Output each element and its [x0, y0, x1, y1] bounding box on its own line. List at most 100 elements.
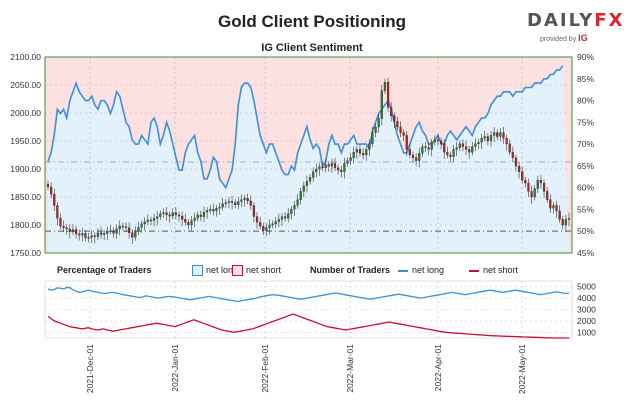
candle	[71, 223, 75, 236]
candle	[430, 138, 433, 157]
candle	[249, 195, 252, 210]
candle	[156, 211, 159, 225]
candle	[206, 207, 209, 219]
candle	[90, 230, 93, 243]
candle	[449, 151, 452, 162]
legend-num-short-swatch	[469, 270, 479, 272]
candle	[399, 121, 402, 138]
candle	[315, 163, 318, 178]
candle-body	[449, 154, 452, 157]
candle-body	[128, 227, 131, 233]
candle	[302, 181, 305, 197]
candle-body	[399, 126, 402, 133]
candle-body	[480, 138, 483, 143]
candle-body	[312, 171, 315, 178]
candle-body	[193, 218, 196, 221]
candle-body	[461, 143, 465, 147]
candle-body	[259, 222, 262, 227]
candle-body	[402, 132, 405, 136]
candle	[524, 176, 527, 188]
candle	[365, 146, 368, 161]
candle-body	[277, 219, 280, 222]
candle	[558, 205, 561, 223]
candle-body	[218, 206, 221, 209]
candle-body	[340, 169, 343, 172]
percent-long-line	[47, 65, 564, 190]
candle	[486, 133, 489, 146]
candle	[536, 175, 539, 194]
candle-body	[502, 132, 505, 139]
candle-body	[567, 218, 571, 220]
candle-body	[383, 82, 387, 91]
candle-body	[56, 205, 59, 219]
candle-body	[53, 194, 56, 206]
candle-body	[137, 227, 140, 231]
candle-body	[74, 229, 78, 235]
candle	[527, 178, 530, 197]
candle-body	[514, 157, 518, 167]
candle-body	[68, 228, 71, 232]
candle-body	[368, 143, 371, 150]
candle	[209, 204, 212, 214]
candle-body	[190, 220, 193, 226]
candle-body	[274, 221, 277, 225]
candle-body	[486, 136, 489, 142]
x-tick-label: 2022-Mar-01	[345, 344, 355, 393]
candle	[505, 134, 508, 151]
candle-body	[536, 180, 539, 189]
candle-body	[290, 209, 293, 214]
candle	[268, 219, 271, 235]
net-short-count-line	[47, 313, 569, 339]
candle-body	[493, 132, 496, 136]
candle-body	[81, 233, 84, 236]
candle-body	[206, 210, 209, 213]
candle	[118, 220, 121, 236]
candle	[405, 130, 408, 157]
x-tick-label: 2021-Dec-01	[85, 344, 95, 393]
legend-num-long: net long	[412, 265, 445, 275]
candle-body	[62, 225, 65, 228]
candle-body	[140, 223, 143, 228]
candle	[337, 164, 340, 175]
candle	[386, 77, 390, 112]
y-left-tick-label: 1750.00	[10, 248, 41, 258]
candle-body	[262, 225, 265, 231]
candle	[296, 194, 299, 209]
candle-body	[255, 216, 259, 223]
chart-title: Gold Client Positioning	[218, 12, 406, 31]
candle	[358, 144, 362, 157]
candle	[99, 227, 103, 239]
candle-body	[246, 197, 249, 202]
candle-body	[121, 225, 124, 228]
candle	[149, 216, 153, 225]
candle	[374, 123, 377, 138]
y-right-tick-label: 85%	[577, 74, 594, 84]
candle	[78, 229, 81, 241]
candle	[124, 222, 128, 233]
candle	[137, 221, 140, 236]
candle-body	[230, 201, 234, 203]
candle-body	[530, 191, 533, 198]
candle	[196, 211, 199, 222]
candle-body	[50, 186, 53, 195]
candle	[81, 227, 84, 242]
candle	[349, 153, 352, 166]
candle	[106, 226, 109, 241]
candle-body	[352, 152, 355, 158]
candle-body	[196, 214, 199, 219]
candle	[333, 157, 337, 172]
candle-body	[177, 214, 181, 217]
candle	[218, 202, 221, 215]
candle	[128, 222, 131, 239]
candle	[380, 85, 383, 126]
candle	[221, 198, 224, 211]
candle	[265, 223, 268, 237]
candle-body	[483, 136, 486, 139]
candle	[62, 220, 65, 233]
candle-body	[284, 216, 287, 219]
candle	[321, 162, 324, 172]
candle	[468, 146, 471, 159]
candle	[318, 163, 321, 176]
candle-body	[249, 200, 252, 206]
candle-body	[427, 147, 430, 150]
